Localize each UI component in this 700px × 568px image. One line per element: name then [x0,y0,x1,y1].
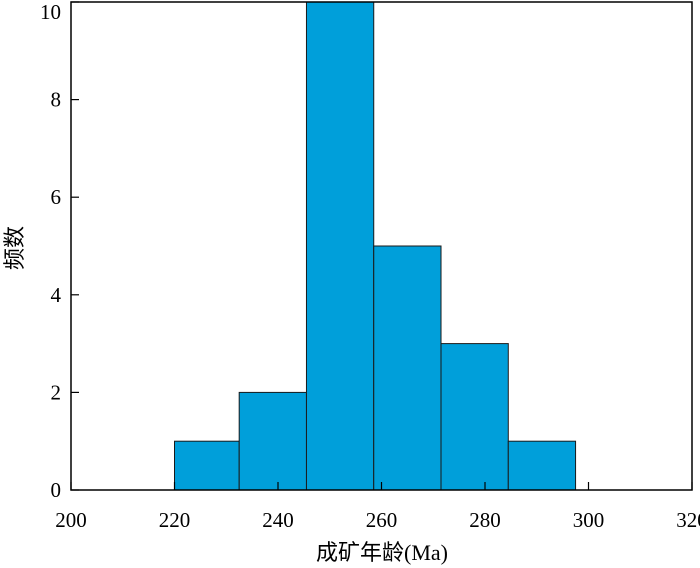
y-tick-label: 10 [40,0,61,24]
x-tick-label: 220 [159,508,191,532]
bars-layer [174,1,577,491]
x-tick-label: 200 [55,508,87,532]
y-tick-label: 4 [51,283,62,307]
histogram-bar-6 [507,440,577,491]
x-axis-title: 成矿年龄(Ma) [316,540,448,565]
histogram-bar-2 [238,391,307,491]
histogram-bar-4 [373,245,442,491]
y-tick-label: 6 [51,185,62,209]
x-tick-label: 240 [262,508,294,532]
y-axis-title: 频数 [2,226,27,270]
x-axis-ticks: 200 220 240 260 280 300 320 [55,482,700,532]
histogram-bar-1 [174,440,240,491]
x-tick-label: 280 [469,508,501,532]
x-tick-label: 320 [676,508,700,532]
x-tick-label: 300 [573,508,605,532]
x-tick-label: 260 [366,508,398,532]
y-tick-label: 8 [51,88,62,112]
histogram-bar-5 [440,343,509,491]
histogram-bar-3 [305,1,375,491]
y-tick-label: 2 [51,380,62,404]
y-tick-label: 0 [51,478,62,502]
y-axis-ticks: 0 2 4 6 8 10 [40,0,79,502]
